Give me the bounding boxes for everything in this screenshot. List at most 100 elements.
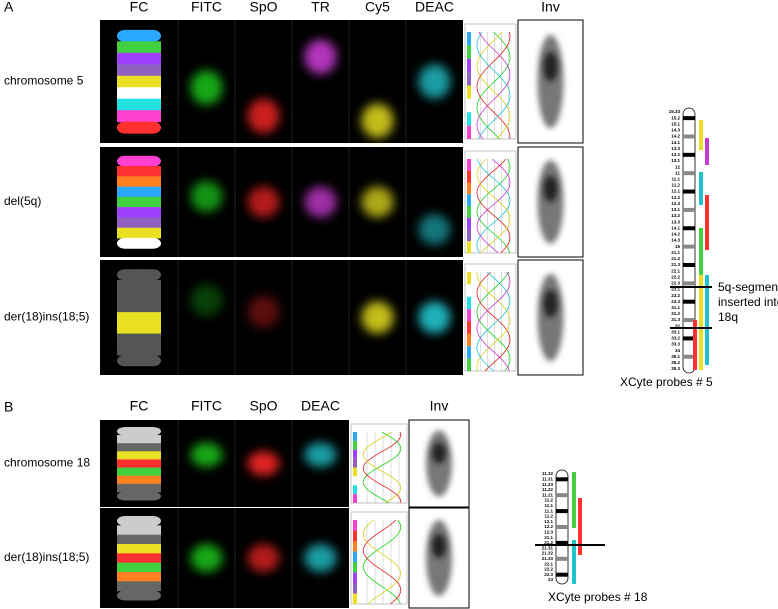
band-label: 13.1	[671, 207, 680, 212]
fluor-signal	[190, 544, 223, 572]
fc-band	[117, 544, 161, 554]
band-label: 34	[675, 348, 681, 353]
fc-band	[117, 491, 161, 501]
fc-band	[117, 52, 161, 65]
band-label: 11.1	[671, 176, 680, 181]
fc-band	[117, 516, 161, 526]
fluor-signal	[247, 544, 280, 572]
band-label: 14.3	[671, 128, 680, 133]
profile-plot	[350, 423, 408, 504]
row-label: der(18)ins(18;5)	[4, 550, 89, 564]
ideogram-band	[556, 509, 568, 514]
fc-band	[117, 344, 161, 356]
probe-bar	[699, 120, 703, 150]
fc-bands	[117, 426, 161, 501]
probe-bar	[578, 498, 582, 555]
fluor-signal	[304, 442, 337, 467]
fc-band	[117, 87, 161, 100]
band-label: 12.3	[671, 201, 680, 206]
profile-bar	[467, 125, 471, 139]
profile-bar	[353, 476, 357, 486]
column-header: FITC	[191, 398, 222, 414]
panel-letter: B	[4, 399, 13, 415]
inverted-core	[543, 51, 558, 82]
band-label: 11.23	[542, 482, 554, 487]
band-label: 22.3	[544, 572, 553, 577]
profile-bar	[467, 309, 471, 322]
profile-bar	[353, 432, 357, 441]
profile-curve	[476, 158, 511, 254]
band-label: 22.2	[671, 274, 680, 279]
probe-bar	[705, 195, 709, 250]
band-label: 33.1	[671, 329, 680, 334]
fluor-signal	[361, 301, 394, 334]
band-label: 35.3	[671, 366, 680, 371]
band-label: 22.1	[544, 561, 553, 566]
band-label: 11.1	[544, 503, 553, 508]
profile-curve	[476, 31, 511, 140]
band-label: 32	[675, 323, 681, 328]
band-label: 23	[548, 577, 554, 582]
fc-band	[117, 227, 161, 239]
row-label: der(18)ins(18;5)	[4, 310, 89, 324]
profile-bar	[467, 32, 471, 46]
band-label: 35.1	[671, 354, 680, 359]
fc-band	[117, 553, 161, 564]
ideogram-band	[683, 336, 695, 341]
row-label: del(5q)	[4, 194, 41, 208]
profile-bar	[467, 346, 471, 359]
profile-curve	[362, 431, 402, 504]
band-label: 11.32	[542, 471, 554, 476]
fc-bands	[117, 269, 161, 367]
band-label: 21.3	[671, 262, 680, 267]
annotation: inserted into	[718, 295, 778, 309]
profile-bar	[353, 583, 357, 594]
profile-curve	[476, 31, 511, 140]
band-label: 22.3	[671, 281, 680, 286]
band-label: 22.1	[671, 268, 680, 273]
fc-bands	[117, 516, 161, 601]
band-label: 11.21	[542, 492, 554, 497]
band-label: 22.2	[544, 567, 553, 572]
probe-bar	[705, 275, 709, 365]
inverted-core	[432, 534, 446, 558]
ideogram-band	[683, 226, 695, 231]
fc-band	[117, 534, 161, 545]
inverted-core	[543, 289, 558, 318]
profile-curve	[362, 431, 402, 504]
fc-band	[117, 196, 161, 208]
annotation: 5q-segment	[718, 280, 778, 294]
fc-band	[117, 290, 161, 302]
band-label: 21.1	[671, 250, 680, 255]
inverted-chromosome	[537, 34, 564, 129]
profile-curve	[476, 31, 511, 140]
band-label: 15	[675, 244, 681, 249]
profile-curve	[476, 271, 511, 372]
profile-bar	[353, 458, 357, 468]
profile-curve	[362, 519, 402, 605]
ideogram-band	[683, 207, 695, 212]
fc-band	[117, 98, 161, 111]
fc-band	[117, 483, 161, 493]
ideogram-band	[556, 525, 568, 529]
profile-bar	[467, 241, 471, 253]
ideogram-band	[683, 134, 695, 139]
band-label: 13.3	[671, 219, 680, 224]
band-label: 21.1	[544, 535, 553, 540]
band-label: 11.31	[542, 476, 554, 481]
profile-bar	[467, 72, 471, 86]
band-label: 13.2	[671, 213, 680, 218]
fc-band	[117, 525, 161, 536]
ideogram-band	[556, 556, 568, 561]
row-label: chromosome 18	[4, 456, 90, 470]
band-label: 21.2	[671, 256, 680, 261]
fluor-signal	[190, 181, 223, 212]
fluor-signal	[304, 544, 337, 572]
band-label: 13.1	[671, 158, 680, 163]
fc-band	[117, 75, 161, 88]
panel-letter: A	[4, 0, 14, 15]
profile-curve	[476, 271, 511, 372]
fluor-signal	[190, 442, 223, 467]
fc-band	[117, 121, 161, 134]
column-header: SpO	[249, 398, 277, 414]
